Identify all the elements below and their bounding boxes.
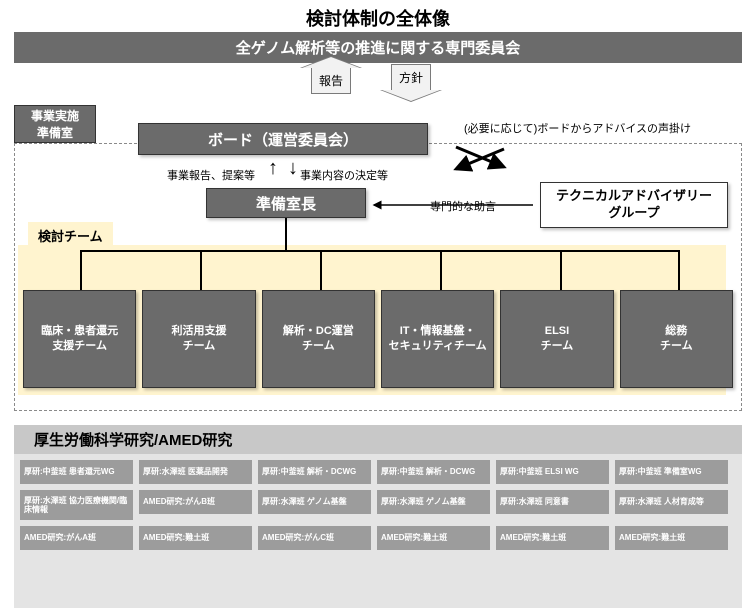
conn-drop-5 — [560, 250, 562, 290]
team-box: 利活用支援 チーム — [142, 290, 255, 388]
wg-cell: AMED研究:がんA班 — [20, 526, 133, 550]
conn-drop-4 — [440, 250, 442, 290]
wg-cell: AMED研究:がんB班 — [139, 490, 252, 514]
advice-arrow-icon — [368, 198, 538, 212]
team-tab: 検討チーム — [28, 222, 113, 245]
policy-arrow: 方針 — [380, 64, 442, 94]
wg-cell: AMED研究:難土班 — [615, 526, 728, 550]
wg-cell: AMED研究:難土班 — [139, 526, 252, 550]
wg-cell: 厚研:水澤班 ゲノム基盤 — [377, 490, 490, 514]
prep-office-box: 事業実施 準備室 — [14, 105, 96, 143]
wg-grid: 厚研:中釜班 患者還元WG厚研:水澤班 医薬品開発厚研:中釜班 解析・DCWG厚… — [20, 460, 736, 550]
conn-drop-6 — [678, 250, 680, 290]
board-box: ボード（運営委員会） — [138, 123, 428, 155]
tech-advisory-box: テクニカルアドバイザリー グループ — [540, 182, 728, 228]
wg-cell: 厚研:水澤班 協力医療機関/臨床情報 — [20, 490, 133, 520]
conn-drop-3 — [320, 250, 322, 290]
policy-arrow-label: 方針 — [399, 69, 423, 86]
advisory-note: (必要に応じて)ボードからアドバイスの声掛け — [464, 120, 691, 136]
wg-cell: AMED研究:がんC班 — [258, 526, 371, 550]
up-arrow-icon: ↑ — [268, 158, 278, 178]
conn-vert — [285, 218, 287, 250]
wg-cell: 厚研:中釜班 解析・DCWG — [377, 460, 490, 484]
team-box: 臨床・患者還元 支援チーム — [23, 290, 136, 388]
research-section: 厚生労働科学研究/AMED研究 厚研:中釜班 患者還元WG厚研:水澤班 医薬品開… — [14, 425, 742, 608]
wg-cell: 厚研:水澤班 ゲノム基盤 — [258, 490, 371, 514]
committee-banner: 全ゲノム解析等の推進に関する専門委員会 — [14, 32, 742, 63]
team-box: 総務 チーム — [620, 290, 733, 388]
wg-cell: AMED研究:難土班 — [496, 526, 609, 550]
teams-row: 臨床・患者還元 支援チーム 利活用支援 チーム 解析・DC運営 チーム IT・情… — [23, 290, 733, 388]
wg-cell: 厚研:水澤班 医薬品開発 — [139, 460, 252, 484]
conn-drop-1 — [80, 250, 82, 290]
down-arrow-icon: ↓ — [288, 158, 298, 178]
conn-horiz — [80, 250, 680, 252]
wg-cell: AMED研究:難土班 — [377, 526, 490, 550]
content-label: 事業内容の決定等 — [300, 167, 388, 183]
team-box: IT・情報基盤・ セキュリティチーム — [381, 290, 494, 388]
prep-head-box: 準備室長 — [206, 188, 366, 218]
wg-cell: 厚研:中釜班 ELSI WG — [496, 460, 609, 484]
swap-arrows-icon — [446, 135, 516, 185]
conn-drop-2 — [200, 250, 202, 290]
wg-cell: 厚研:中釜班 患者還元WG — [20, 460, 133, 484]
team-box: 解析・DC運営 チーム — [262, 290, 375, 388]
wg-cell: 厚研:中釜班 準備室WG — [615, 460, 728, 484]
wg-cell: 厚研:水澤班 同意書 — [496, 490, 609, 514]
report-arrow: 報告 — [300, 64, 362, 94]
page-title: 検討体制の全体像 — [0, 0, 756, 32]
wg-cell: 厚研:中釜班 解析・DCWG — [258, 460, 371, 484]
team-box: ELSI チーム — [500, 290, 613, 388]
wg-cell: 厚研:水澤班 人材育成等 — [615, 490, 728, 514]
report-arrow-label: 報告 — [319, 72, 343, 89]
report-label: 事業報告、提案等 — [167, 167, 255, 183]
research-header: 厚生労働科学研究/AMED研究 — [14, 425, 742, 454]
